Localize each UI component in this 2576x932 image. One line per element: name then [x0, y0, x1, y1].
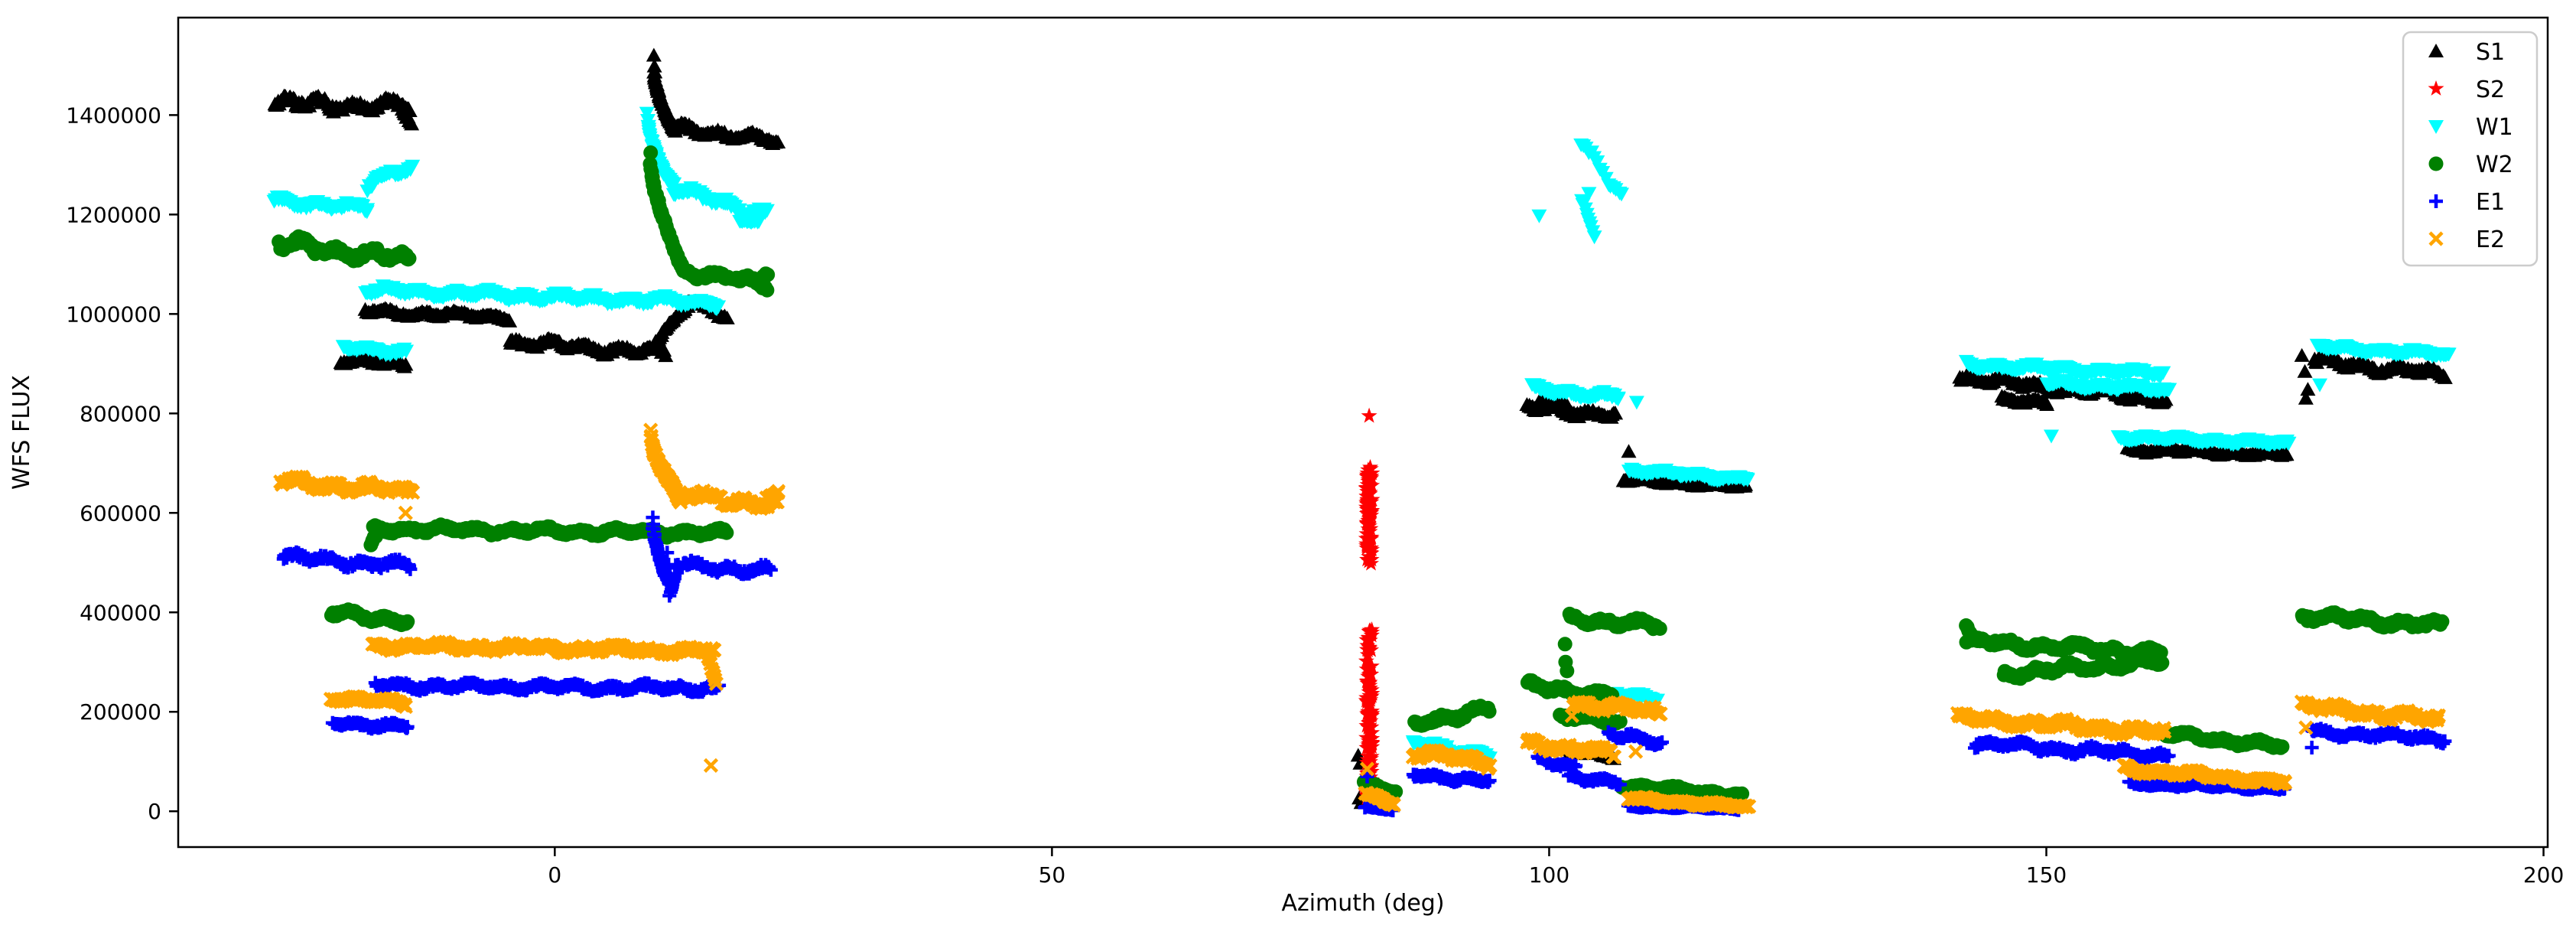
- legend-item-S2: S2: [2428, 77, 2505, 103]
- x-axis-label: Azimuth (deg): [1281, 890, 1444, 917]
- legend-label-W2: W2: [2476, 152, 2513, 178]
- legend-marker-plus-icon: [2429, 194, 2443, 208]
- legend-item-W2: W2: [2428, 152, 2513, 178]
- y-tick-label: 600000: [80, 500, 161, 526]
- y-axis-label: WFS FLUX: [8, 375, 35, 490]
- x-tick-label: 50: [1039, 862, 1066, 888]
- x-tick-label: 0: [548, 862, 561, 888]
- y-tick-label: 1000000: [66, 301, 161, 327]
- legend-marker-circle-icon: [2428, 156, 2444, 171]
- legend-label-S2: S2: [2476, 77, 2505, 103]
- legend-item-W1: W1: [2428, 114, 2513, 141]
- legend-item-E2: E2: [2428, 226, 2505, 253]
- y-tick-label: 1200000: [66, 202, 161, 227]
- x-tick-label: 150: [2026, 862, 2067, 888]
- legend-label-W1: W1: [2476, 114, 2513, 141]
- legend: S1 S2 W1 W2 E1 E2: [2402, 31, 2539, 267]
- y-tick-label: 800000: [80, 401, 161, 426]
- legend-frame: [2402, 31, 2539, 267]
- axes-spines: [177, 16, 2549, 849]
- legend-label-S1: S1: [2476, 39, 2505, 66]
- series-S2-points: [1358, 407, 1381, 809]
- y-tick-label: 0: [148, 799, 161, 824]
- series-W2-points: [272, 145, 2450, 804]
- x-tick-label: 100: [1529, 862, 1569, 888]
- legend-marker-triangle_up-icon: [2428, 44, 2444, 57]
- legend-item-E1: E1: [2429, 189, 2505, 216]
- y-tick-label: 200000: [80, 699, 161, 725]
- legend-label-E1: E1: [2476, 189, 2505, 216]
- legend-marker-x-icon: [2428, 231, 2444, 246]
- y-axis-ticks: 0 200000 400000 600000 800000 1000000 1200000 1…: [66, 103, 178, 824]
- x-tick-label: 200: [2523, 862, 2564, 888]
- plot-area: 0 50 100 150 200 0 200000 400000 600000 800000 10…: [8, 16, 2564, 917]
- legend-label-E2: E2: [2476, 226, 2505, 253]
- legend-marker-triangle_down-icon: [2428, 120, 2444, 134]
- y-tick-label: 1400000: [66, 103, 161, 128]
- legend-marker-star-icon: [2428, 80, 2444, 96]
- series-E2-points: [273, 422, 2446, 815]
- y-tick-label: 400000: [80, 600, 161, 625]
- legend-item-S1: S1: [2428, 39, 2505, 66]
- x-axis-ticks: 0 50 100 150 200: [548, 847, 2564, 888]
- scatter-series-group: [266, 47, 2457, 818]
